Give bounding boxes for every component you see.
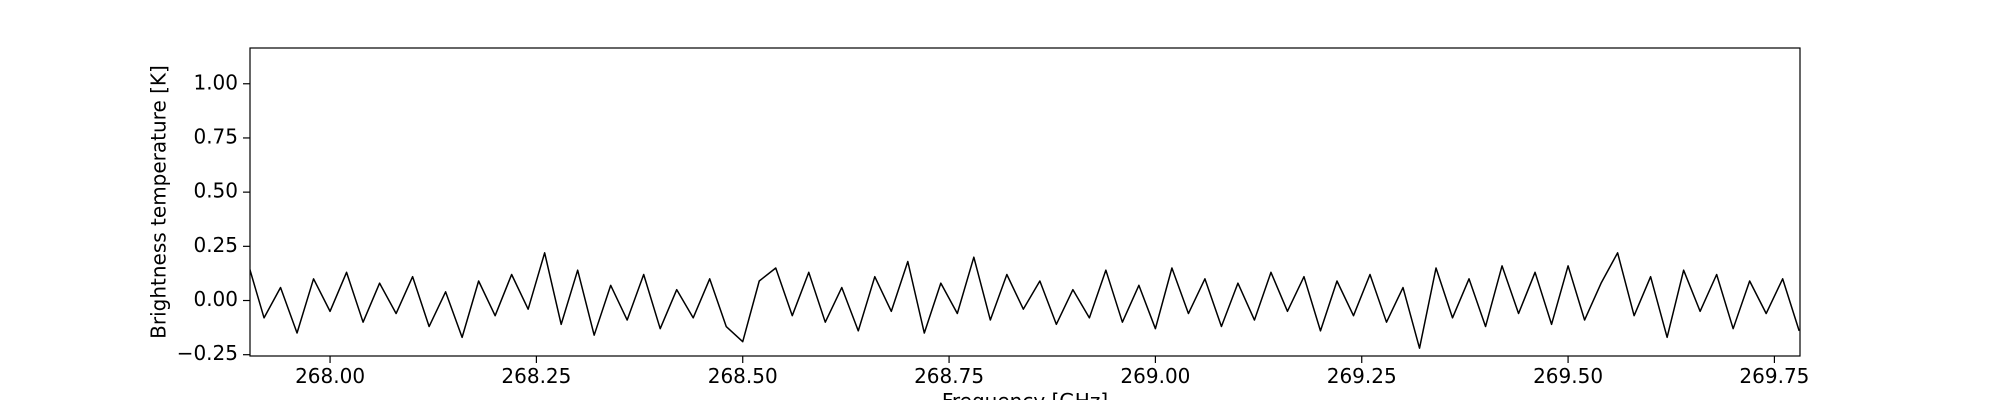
x-axis-label: Frequency [GHz] — [942, 389, 1108, 400]
x-tick-label: 268.00 — [295, 364, 365, 388]
x-tick-label: 268.75 — [914, 364, 984, 388]
x-tick-label: 269.50 — [1533, 364, 1603, 388]
spectrum-line — [250, 252, 1800, 349]
x-tick-label: 268.25 — [501, 364, 571, 388]
x-tick-label: 269.25 — [1327, 364, 1397, 388]
x-tick-label: 269.75 — [1739, 364, 1809, 388]
y-tick-label: −0.25 — [177, 341, 238, 365]
x-tick-label: 269.00 — [1120, 364, 1190, 388]
y-tick-label: 0.50 — [193, 179, 238, 203]
y-axis-label: Brightness temperature [K] — [147, 65, 171, 339]
y-tick-label: 0.25 — [193, 233, 238, 257]
y-tick-label: 1.00 — [193, 70, 238, 94]
plot-frame — [249, 47, 1801, 357]
x-tick-label: 268.50 — [708, 364, 778, 388]
y-tick-label: 0.75 — [193, 124, 238, 148]
y-tick-label: 0.00 — [193, 287, 238, 311]
